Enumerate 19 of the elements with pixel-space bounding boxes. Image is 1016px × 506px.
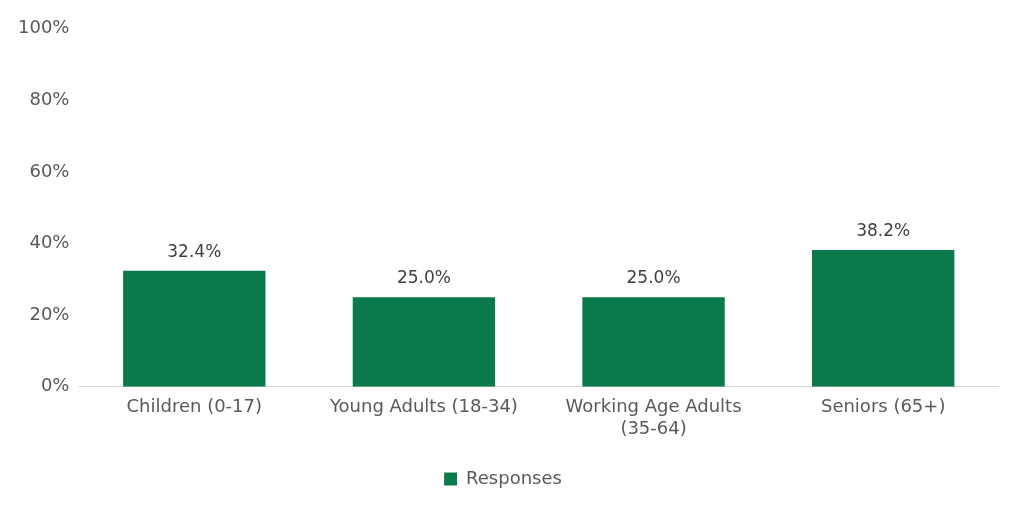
x-tick-label: Young Adults (18-34) — [328, 395, 518, 417]
x-tick-label: Working Age Adults (35-64) — [565, 395, 742, 438]
data-label: 32.4% — [167, 240, 222, 261]
y-tick-label: 100% — [17, 16, 70, 38]
legend-label: Responses — [466, 466, 562, 488]
y-tick-label: 80% — [29, 88, 70, 110]
bar — [582, 297, 725, 387]
y-tick-label: 40% — [29, 231, 70, 253]
bar — [812, 250, 955, 387]
bar — [352, 297, 496, 387]
data-label: 25.0% — [396, 267, 451, 288]
bar — [123, 270, 266, 387]
y-tick-label: 0% — [40, 374, 70, 396]
x-tick-label: Children (0-17) — [126, 395, 263, 417]
y-tick-label: 20% — [29, 302, 70, 324]
data-label: 25.0% — [626, 267, 681, 288]
x-tick-label: Seniors (65+) — [820, 395, 946, 417]
y-tick-label: 60% — [29, 159, 70, 181]
data-label: 38.2% — [856, 219, 911, 240]
